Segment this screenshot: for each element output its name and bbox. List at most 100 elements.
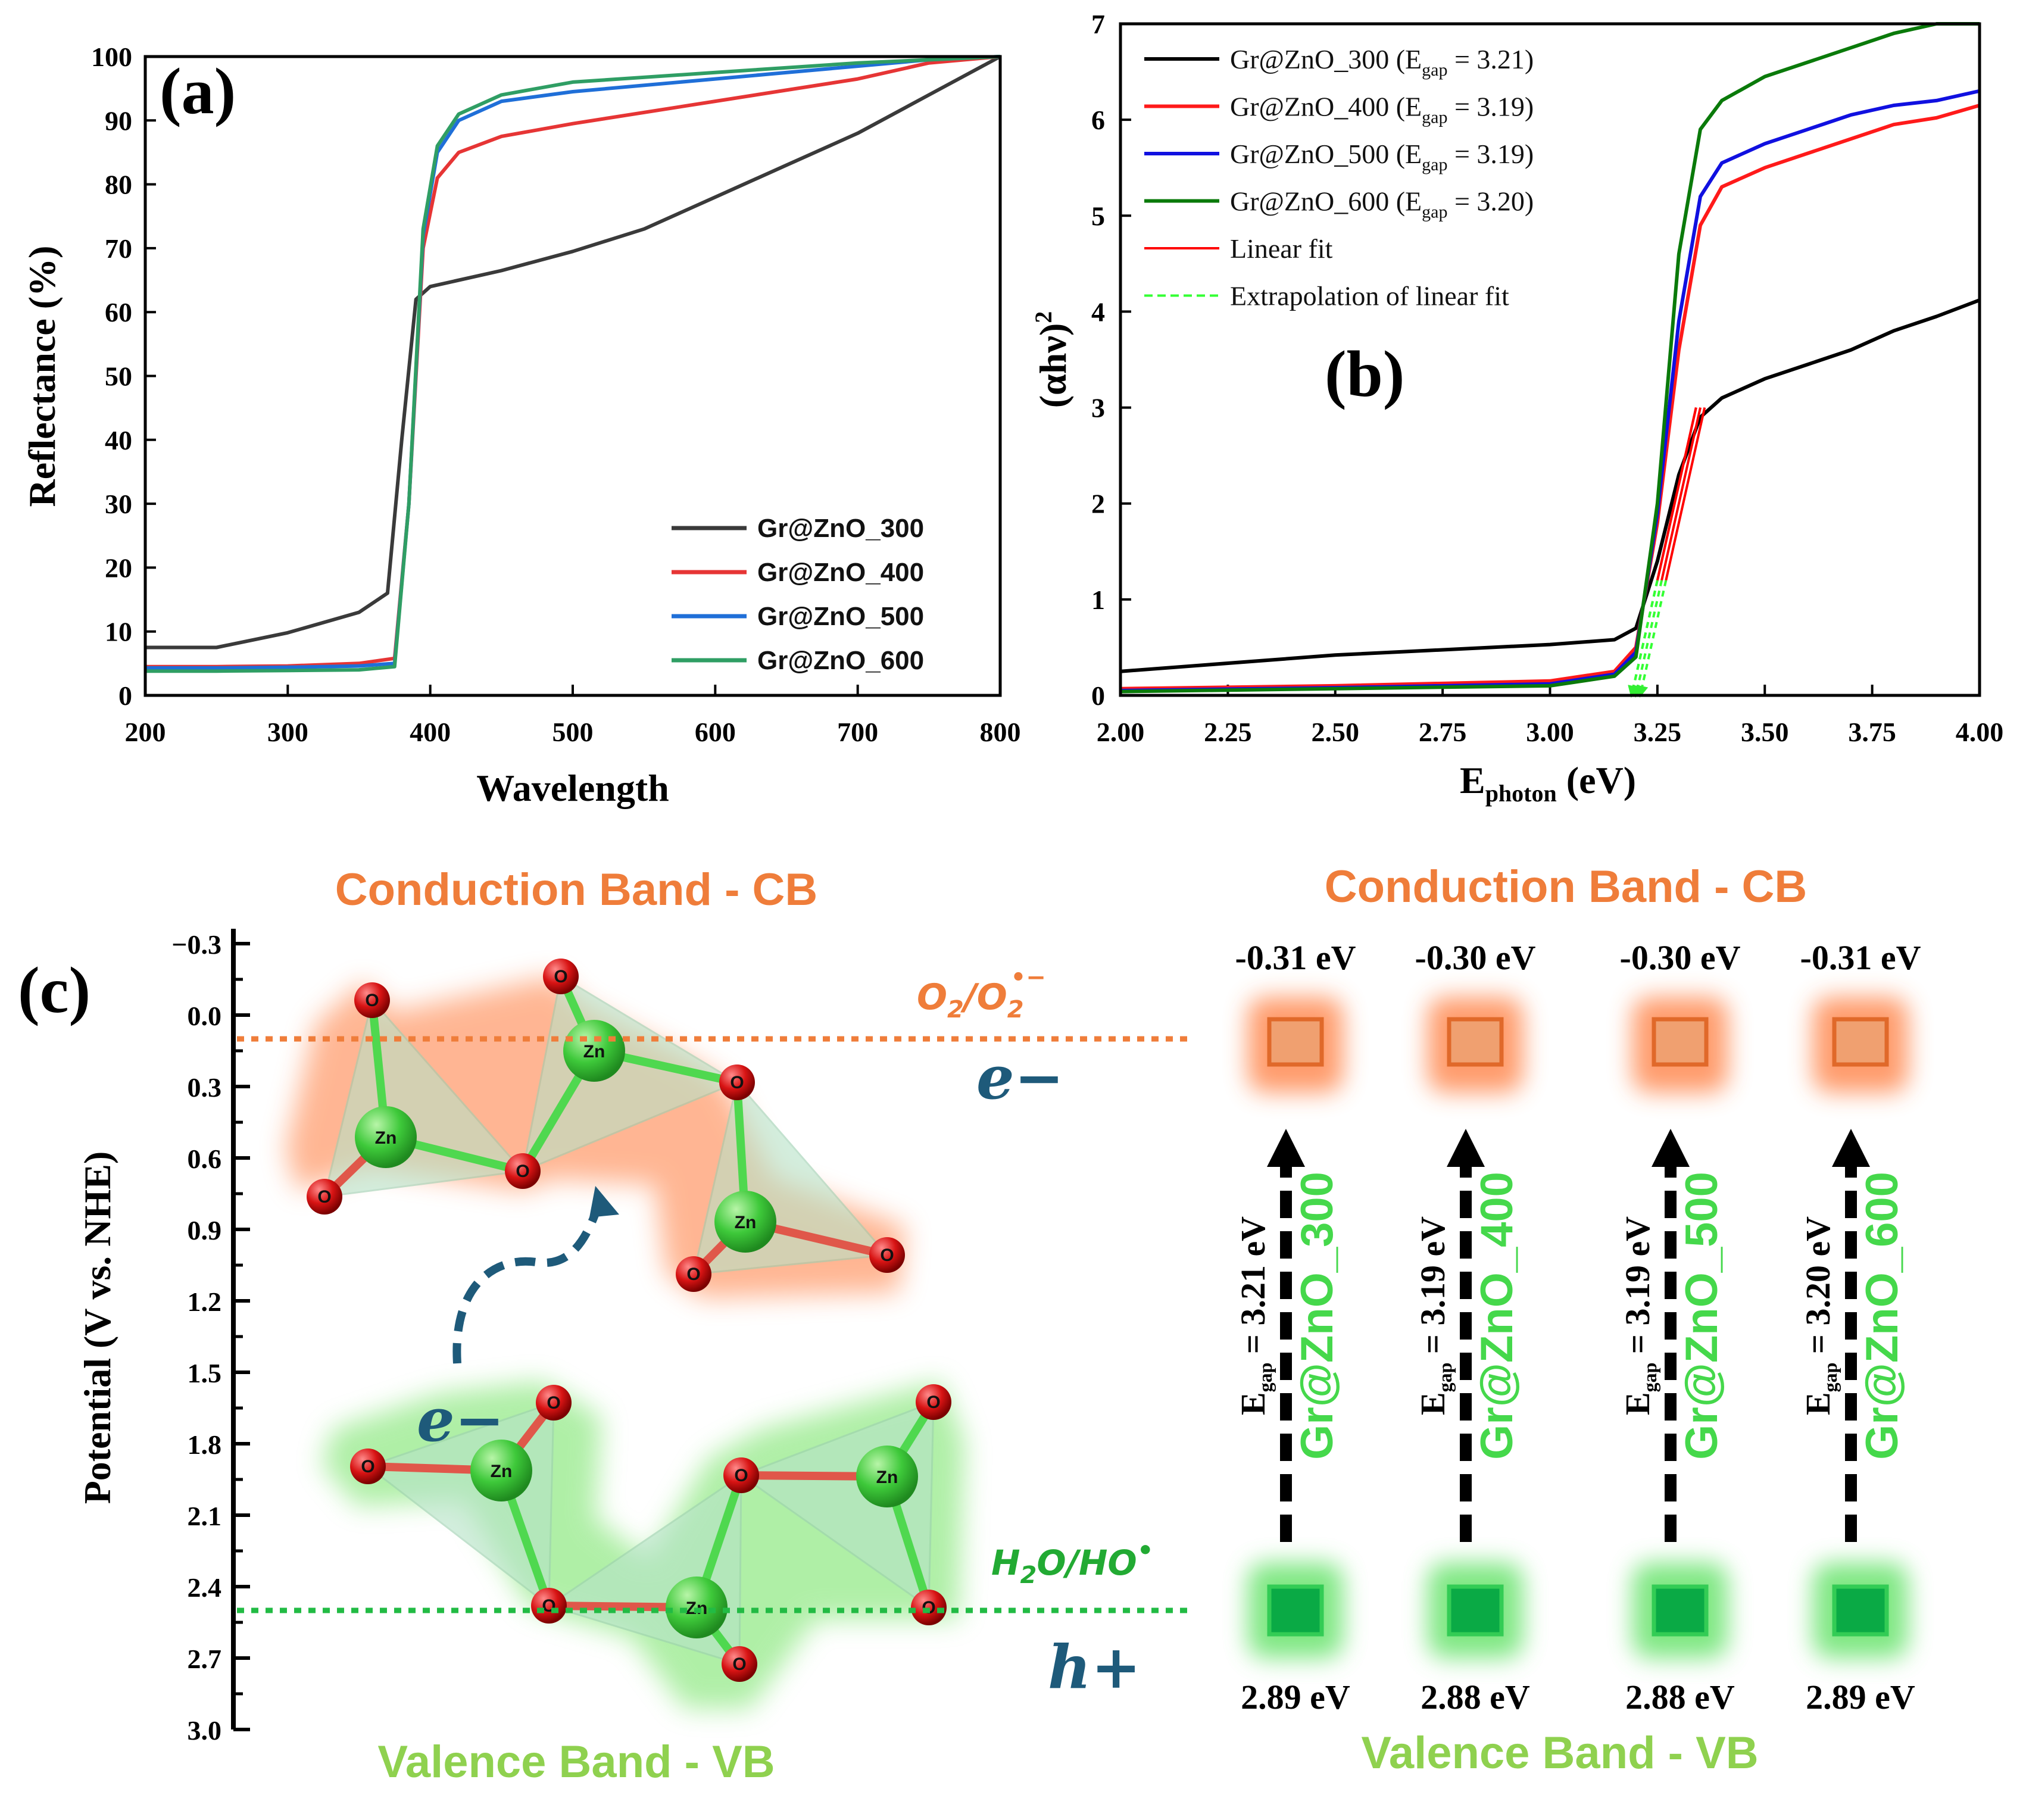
panel-b-ylabel: (αhν)2 — [1030, 311, 1074, 408]
panel-a-legend-label: Gr@ZnO_400 — [757, 558, 924, 587]
potential-tick-label: 1.5 — [188, 1358, 222, 1388]
panel-b-ytick-label: 6 — [1091, 105, 1105, 135]
o-atom-label: O — [554, 967, 567, 987]
cb-level-box — [1652, 1017, 1709, 1067]
redox-upper-main: O — [917, 976, 947, 1018]
zn-atom: Zn — [714, 1191, 776, 1253]
panel-a-ytick-label: 60 — [105, 297, 132, 327]
panel-b-extrapolation — [1632, 580, 1663, 698]
potential-tick-label: 1.2 — [188, 1287, 222, 1317]
panel-b-xtick-label: 3.00 — [1526, 717, 1574, 747]
o-atom-label: O — [686, 1265, 700, 1284]
o-atom-label: O — [361, 1457, 374, 1476]
panel-b-xlabel-sub: photon — [1485, 780, 1557, 807]
o-atom-label: O — [317, 1187, 331, 1207]
panel-a-xtick-label: 800 — [980, 717, 1021, 747]
panel-b-xtick-label: 4.00 — [1956, 717, 2004, 747]
panel-a-ytick-label: 50 — [105, 361, 132, 392]
panel-a: 200 300 400 500 600 700 800 0 10 20 30 40 50 60 70 80 90… — [21, 42, 1021, 809]
panel-b-legend-value: = 3.20) — [1447, 186, 1534, 217]
egap-label: Egap = 3.21 eV — [1234, 1216, 1276, 1415]
vb-level-label: 2.88 eV — [1625, 1678, 1735, 1716]
potential-axis-label: Potential (V vs. NHE) — [76, 1151, 118, 1504]
potential-ticks: −0.3 0.0 0.3 0.6 0.9 1.2 1.5 1.8 2.1 2.4 2.7 3.0 — [171, 929, 250, 1746]
o-atom: O — [536, 1385, 572, 1421]
egap-label: Egap = 3.19 eV — [1413, 1216, 1456, 1415]
panel-b-extrapolation — [1636, 580, 1668, 698]
zn-atom: Zn — [470, 1440, 532, 1501]
zn-atom-label: Zn — [735, 1213, 757, 1232]
sample-name-label: Gr@ZnO_500 — [1677, 1172, 1727, 1460]
cb-heading-left: Conduction Band - CB — [335, 864, 818, 915]
panel-a-ylabel: Reflectance (%) — [21, 246, 63, 507]
panel-b-legend-text: Linear fit — [1230, 233, 1333, 264]
potential-tick-label: 3.0 — [188, 1715, 222, 1746]
panel-b-xtick-label: 2.00 — [1097, 717, 1145, 747]
o-atom: O — [911, 1590, 947, 1625]
panel-b-xtick-label: 2.75 — [1419, 717, 1467, 747]
egap-value: = 3.19 eV — [1618, 1216, 1657, 1363]
panel-b-ytick-label: 4 — [1091, 296, 1105, 327]
potential-tick-label: −0.3 — [171, 929, 221, 960]
o-atom-label: O — [730, 1073, 744, 1092]
panel-b-series — [1120, 22, 1981, 694]
egap-prefix: E — [1799, 1392, 1837, 1415]
panel-b-legend-sub: gap — [1422, 155, 1447, 174]
redox-upper-mid: /O — [960, 976, 1007, 1018]
zn-atom: Zn — [563, 1020, 625, 1082]
vb-level-box — [1267, 1584, 1324, 1637]
zn-atom: Zn — [355, 1106, 417, 1168]
zn-atom-label: Zn — [491, 1462, 513, 1481]
panel-b-ytick-label: 5 — [1091, 201, 1105, 231]
o-atom: O — [350, 1448, 386, 1484]
redox-upper-sub2: 2 — [1007, 996, 1024, 1023]
redox-upper-sub: 2 — [947, 996, 964, 1023]
vb-level-label: 2.88 eV — [1421, 1678, 1530, 1716]
egap-label: Egap = 3.19 eV — [1618, 1216, 1660, 1415]
electron-label-cb: e− — [976, 1042, 1064, 1113]
panel-a-ytick-label: 10 — [105, 617, 132, 647]
o-atom: O — [719, 1064, 755, 1100]
egap-label: Egap = 3.20 eV — [1799, 1216, 1841, 1415]
cb-level-label: -0.31 eV — [1235, 938, 1356, 977]
vb-heading-right: Valence Band - VB — [1361, 1728, 1758, 1778]
panel-a-series-line — [145, 55, 1001, 673]
panel-b-ytick-label: 0 — [1091, 680, 1105, 711]
panel-a-xtick-label: 300 — [267, 717, 308, 747]
panel-b-legend: Gr@ZnO_300 (Egap = 3.21)Gr@ZnO_400 (Egap… — [1144, 44, 1534, 311]
sample-name-label: Gr@ZnO_300 — [1292, 1172, 1343, 1460]
potential-tick-label: 0.0 — [188, 1001, 222, 1031]
hole-label: h+ — [1048, 1632, 1141, 1702]
panel-c: (c) Conduction Band - CB Valence Band - … — [18, 861, 1921, 1787]
o-atom-label: O — [547, 1393, 560, 1413]
panel-a-xtick-label: 400 — [410, 717, 451, 747]
panel-b-extrapolations — [1628, 407, 1706, 698]
panel-b-legend-label: Gr@ZnO_400 (Egap = 3.19) — [1230, 92, 1534, 127]
panel-a-ytick-label: 80 — [105, 170, 132, 200]
electron-transfer-arrow — [452, 1195, 605, 1364]
egap-sub: gap — [1434, 1363, 1456, 1393]
egap-value: = 3.20 eV — [1799, 1216, 1837, 1363]
o-atom: O — [676, 1256, 711, 1292]
panel-b: 2.00 2.25 2.50 2.75 3.00 3.25 3.50 3.75 4.00 0 1 2 3… — [1030, 9, 2003, 807]
egap-sub: gap — [1639, 1363, 1660, 1393]
panel-b-ytick-label: 2 — [1091, 489, 1105, 519]
panel-b-legend-label: Gr@ZnO_600 (Egap = 3.20) — [1230, 186, 1534, 222]
panel-b-series-line — [1120, 89, 1980, 692]
cb-level-label: -0.30 eV — [1415, 938, 1536, 977]
panel-a-series — [145, 55, 1001, 673]
panel-a-frame — [143, 55, 1002, 697]
cb-heading-right: Conduction Band - CB — [1325, 861, 1808, 912]
cb-level-box — [1267, 1017, 1324, 1067]
o-atom: O — [722, 1646, 757, 1682]
panel-b-legend-label: Gr@ZnO_500 (Egap = 3.19) — [1230, 139, 1534, 174]
panel-a-ytick-label: 0 — [118, 680, 132, 711]
panel-b-legend-sub: gap — [1422, 60, 1447, 80]
panel-a-legend-label: Gr@ZnO_600 — [757, 646, 924, 675]
panel-b-linear-fit — [1660, 407, 1702, 581]
panel-b-ylabel-sup: 2 — [1030, 311, 1057, 323]
electron-label-vb: e− — [417, 1385, 504, 1455]
electron-transfer-arrowhead — [589, 1186, 619, 1218]
panel-a-ytick-label: 40 — [105, 425, 132, 455]
vb-level-label: 2.89 eV — [1241, 1678, 1350, 1716]
